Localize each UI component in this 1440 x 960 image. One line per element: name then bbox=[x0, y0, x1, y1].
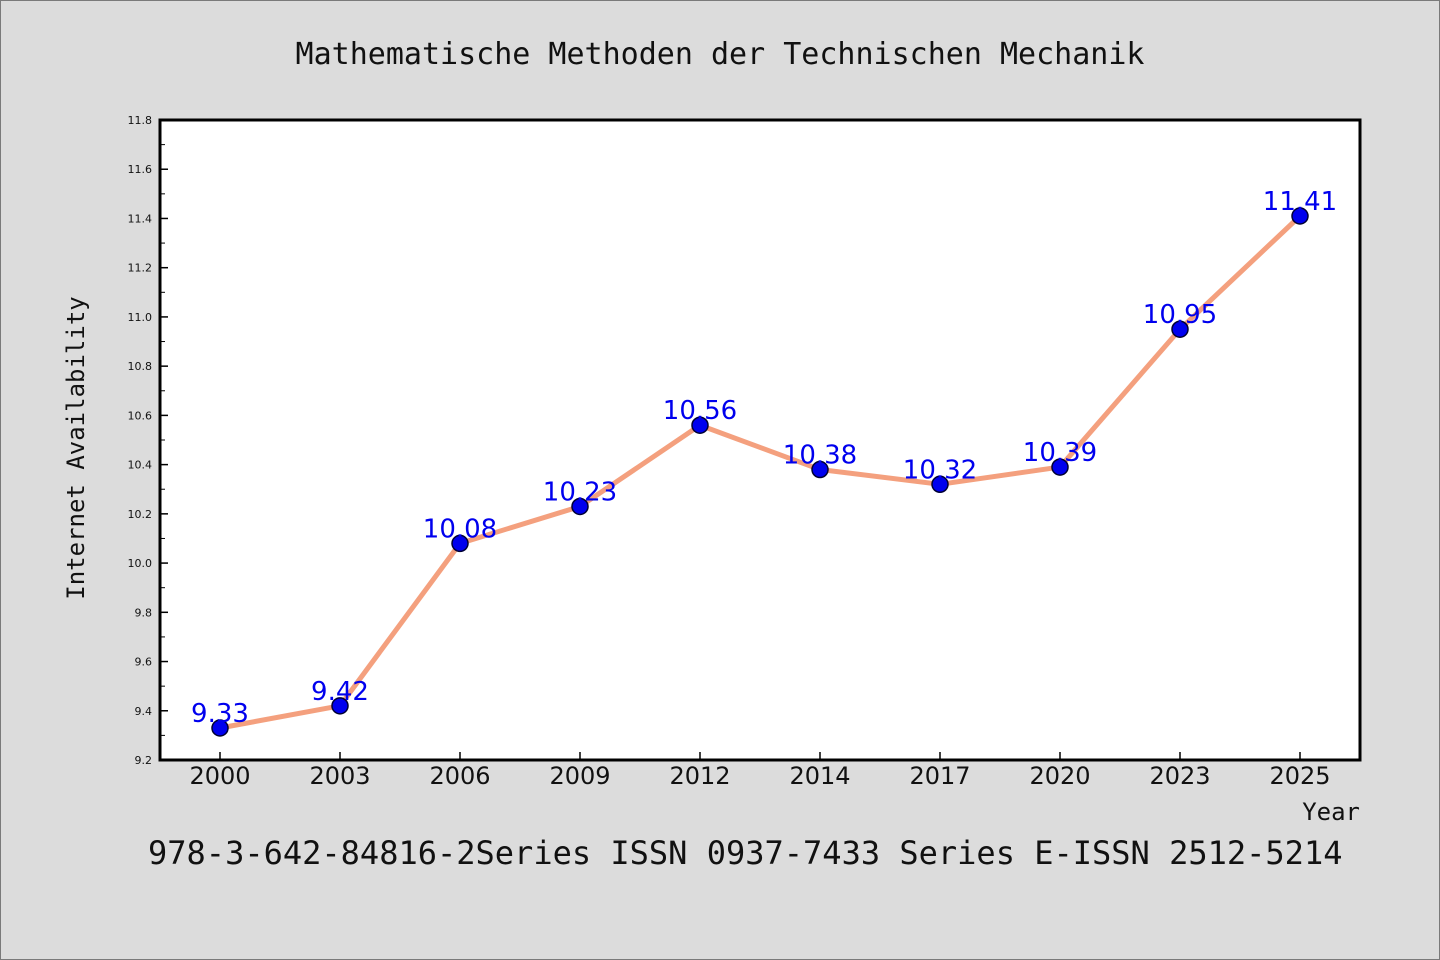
y-tick-label: 9.6 bbox=[135, 656, 153, 669]
x-tick-label: 2000 bbox=[189, 762, 250, 790]
y-tick-label: 11.4 bbox=[128, 212, 153, 225]
x-tick-label: 2023 bbox=[1149, 762, 1210, 790]
data-point bbox=[1051, 458, 1069, 476]
y-tick-label: 11.2 bbox=[128, 262, 153, 275]
y-tick-label: 9.2 bbox=[135, 754, 153, 767]
data-label: 10.95 bbox=[1143, 300, 1217, 330]
data-point bbox=[211, 719, 229, 737]
y-tick-label: 10.4 bbox=[128, 459, 153, 472]
plot-area bbox=[158, 118, 1362, 762]
x-tick-label: 2014 bbox=[789, 762, 850, 790]
data-series bbox=[211, 207, 1309, 737]
data-label: 10.23 bbox=[543, 477, 617, 507]
x-tick-label: 2020 bbox=[1029, 762, 1090, 790]
y-tick-label: 11.8 bbox=[128, 114, 153, 127]
y-tick-label: 11.6 bbox=[128, 163, 153, 176]
x-tick-label: 2009 bbox=[549, 762, 610, 790]
y-axis-label: Internet Availability bbox=[62, 296, 90, 599]
data-point bbox=[1291, 207, 1309, 225]
data-point bbox=[451, 534, 469, 553]
y-tick-label: 10.6 bbox=[128, 409, 153, 422]
y-axis: 9.2 9.4 9.6 9.8 10.0 10.2 10.4 10.6 10.8 11.0 11.2… bbox=[128, 114, 168, 767]
y-tick-label: 11.0 bbox=[128, 311, 153, 324]
x-tick-label: 2006 bbox=[429, 762, 490, 790]
footer-isbn-issn: 978-3-642-84816-2Series ISSN 0937-7433 S… bbox=[148, 834, 1342, 872]
x-tick-label: 2025 bbox=[1269, 762, 1330, 790]
data-labels: 9.33 9.42 10.08 10.23 10.56 10.38 10.32 10.39 10… bbox=[191, 187, 1337, 729]
x-tick-label: 2012 bbox=[669, 762, 730, 790]
data-point bbox=[1171, 320, 1189, 338]
data-label: 10.08 bbox=[423, 514, 497, 544]
data-point bbox=[811, 460, 829, 479]
y-tick-label: 9.8 bbox=[135, 606, 153, 619]
data-label: 10.32 bbox=[903, 455, 977, 485]
data-label: 10.56 bbox=[663, 396, 737, 426]
x-tick-label: 2017 bbox=[909, 762, 970, 790]
x-axis-label: Year bbox=[1302, 798, 1360, 826]
data-label: 9.42 bbox=[311, 677, 369, 707]
data-point bbox=[571, 497, 589, 516]
data-label: 10.39 bbox=[1023, 438, 1097, 468]
chart-title: Mathematische Methoden der Technischen M… bbox=[296, 37, 1145, 72]
data-point bbox=[931, 475, 949, 494]
series-line bbox=[217, 213, 1303, 731]
y-tick-label: 10.0 bbox=[128, 557, 153, 570]
data-label: 9.33 bbox=[191, 699, 249, 729]
data-point bbox=[331, 697, 349, 715]
y-tick-label: 10.2 bbox=[128, 508, 153, 521]
y-tick-label: 9.4 bbox=[135, 705, 153, 718]
data-point bbox=[691, 416, 709, 434]
data-label: 11.41 bbox=[1263, 187, 1337, 217]
y-tick-label: 10.8 bbox=[128, 360, 153, 373]
data-label: 10.38 bbox=[783, 441, 857, 471]
x-axis: 2000 2003 2006 2009 2012 2014 2017 2020 2023 2025 bbox=[189, 752, 1331, 790]
x-tick-label: 2003 bbox=[309, 762, 370, 790]
